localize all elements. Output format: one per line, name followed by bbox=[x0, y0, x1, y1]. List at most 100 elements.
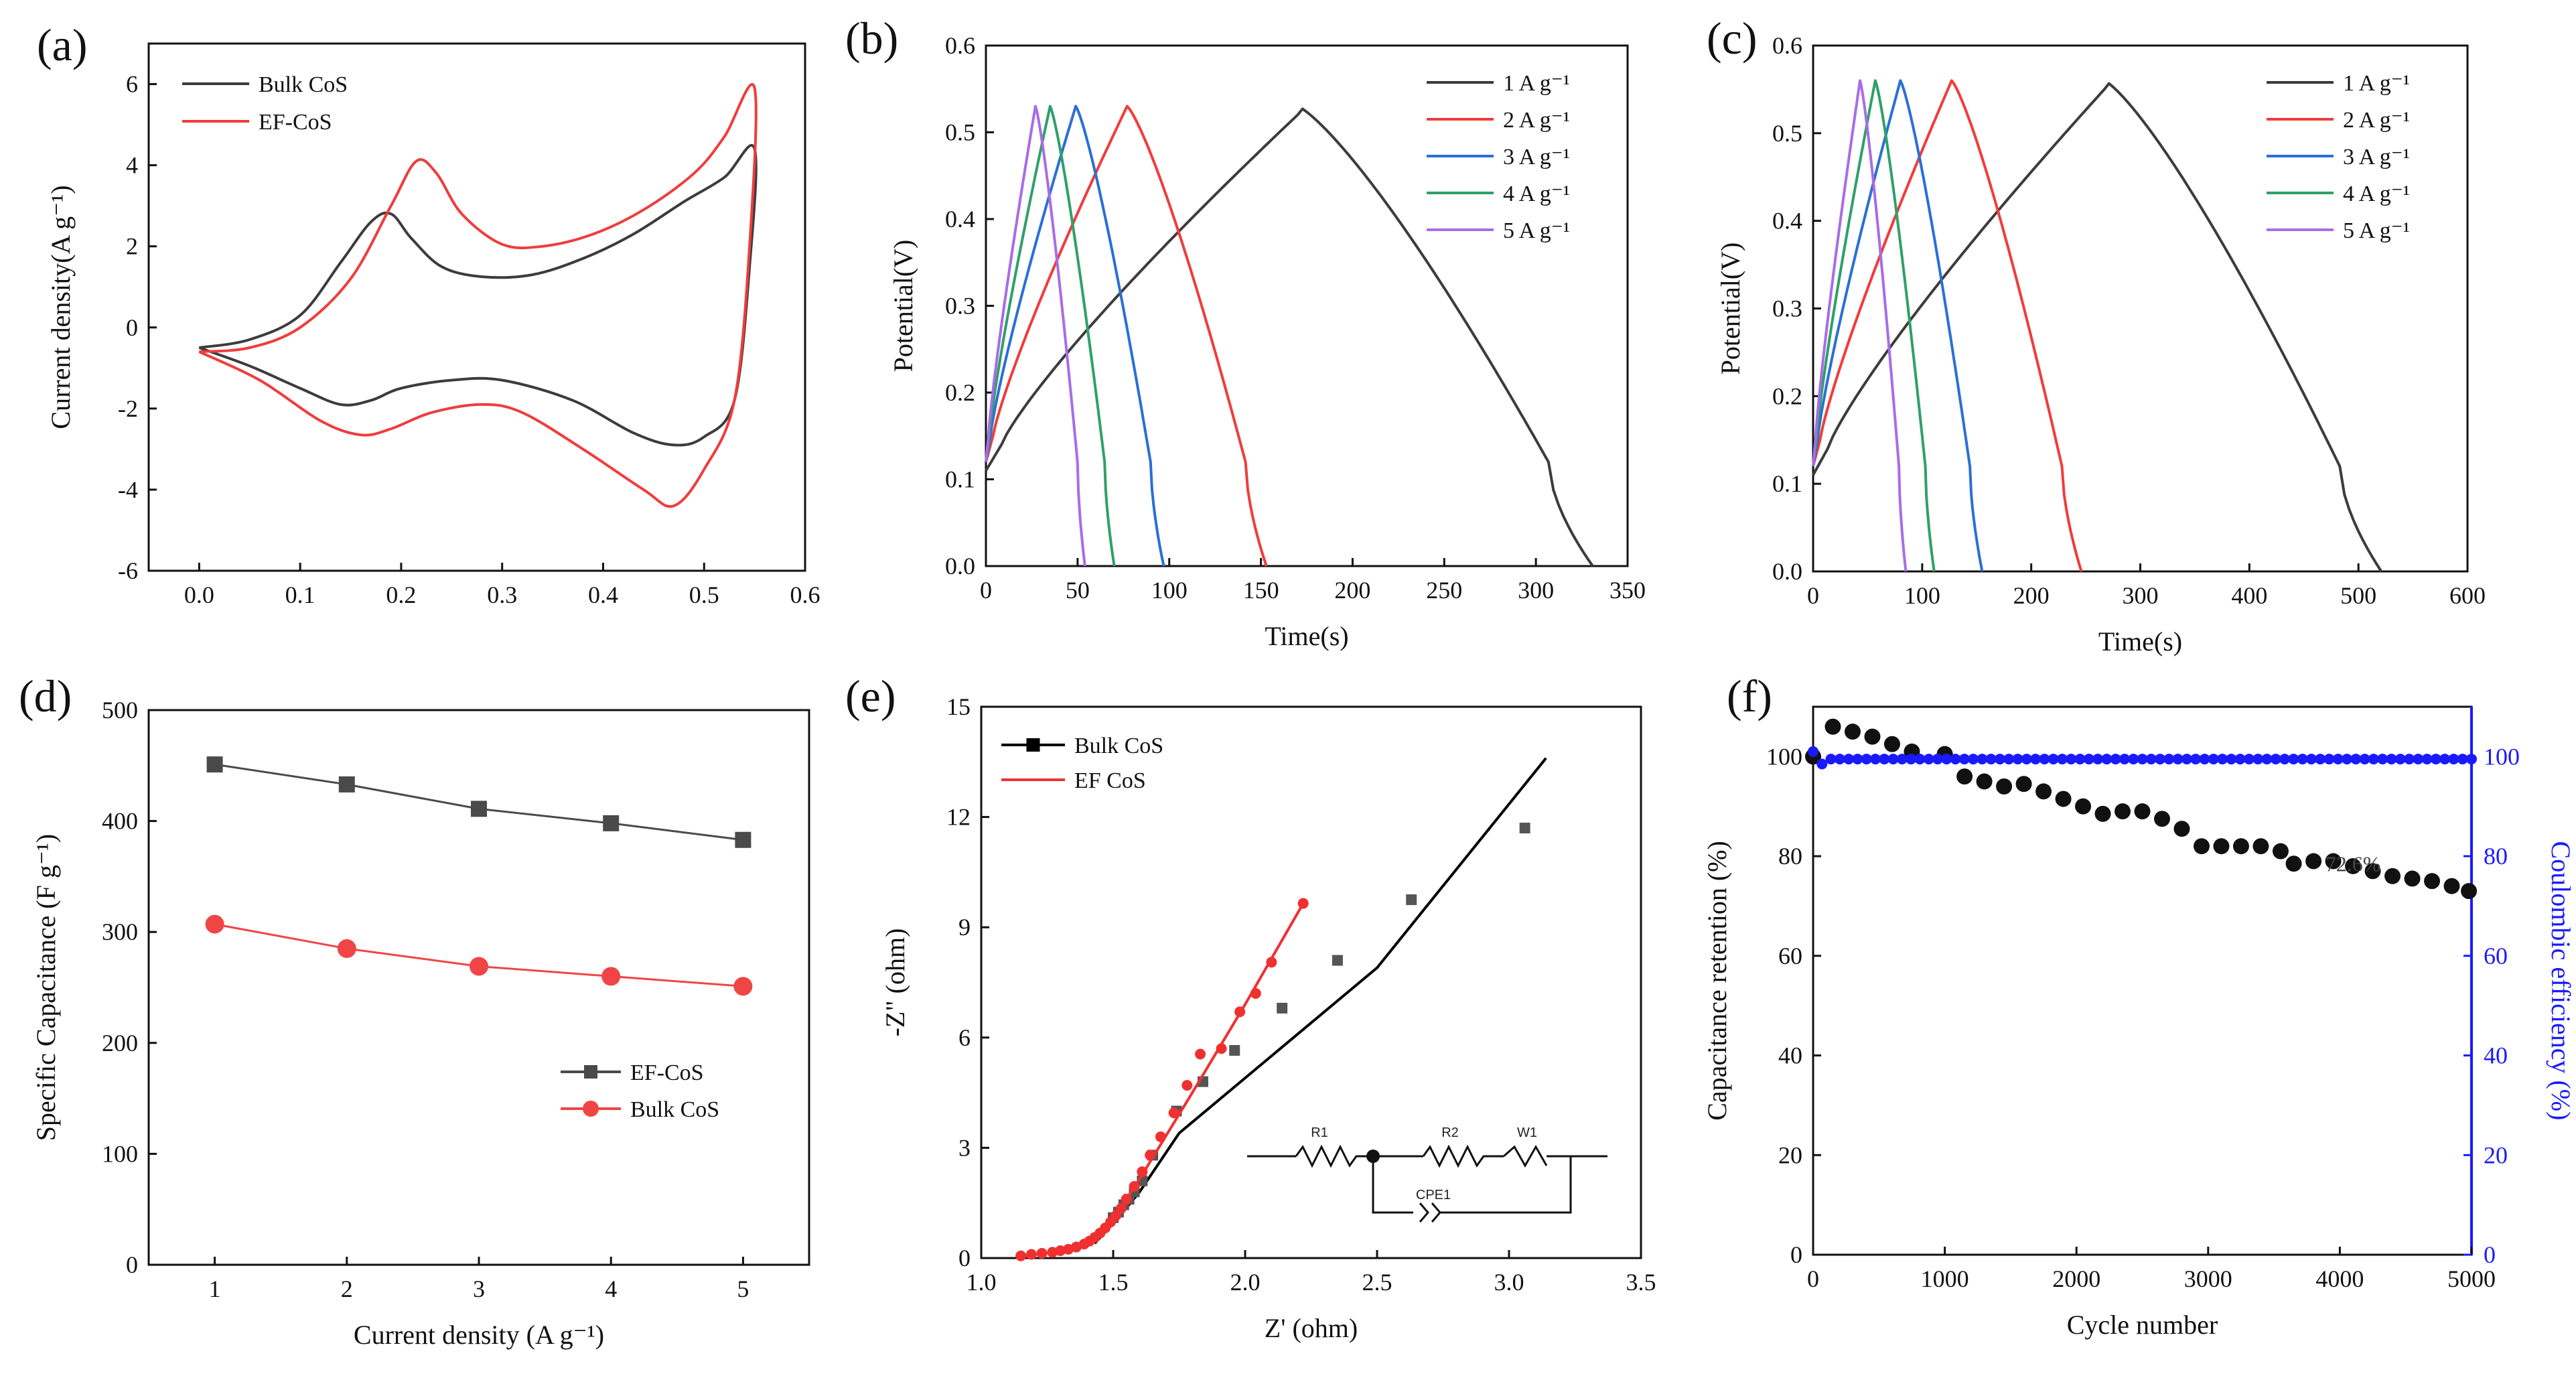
retention-point bbox=[1844, 723, 1861, 740]
coulombic-point bbox=[2101, 754, 2113, 765]
gcd-curve bbox=[1812, 79, 1936, 572]
coulombic-point bbox=[2404, 754, 2415, 765]
capacitance-point-square bbox=[338, 776, 355, 792]
y-tick-label: 4 bbox=[126, 152, 138, 179]
w1-warburg bbox=[1503, 1144, 1607, 1168]
panel-f: 0 1000 2000 3000 4000 5000020406080100(f)Cycl… bbox=[1702, 671, 2576, 1340]
nyquist-point-circle bbox=[1015, 1250, 1027, 1261]
x-tick-label: 0.1 bbox=[285, 581, 315, 608]
retention-point bbox=[2193, 838, 2210, 855]
legend-label: EF-CoS bbox=[630, 1060, 704, 1085]
retention-point bbox=[2345, 857, 2362, 874]
x-tick-label: 0.0 bbox=[184, 581, 214, 608]
x-tick-label: 100 bbox=[1904, 582, 1940, 609]
coulombic-point bbox=[2297, 754, 2308, 765]
circuit-label: R1 bbox=[1311, 1125, 1328, 1140]
plot-frame bbox=[980, 705, 1642, 1259]
panel-label: (d) bbox=[19, 671, 72, 721]
legend-label: 3 A g⁻¹ bbox=[2343, 145, 2410, 169]
r2-resistor bbox=[1373, 1144, 1504, 1168]
coulombic-point bbox=[2394, 754, 2406, 765]
nyquist-point-circle bbox=[1234, 1006, 1246, 1018]
coulombic-point bbox=[1932, 754, 1943, 765]
y-tick-label: 0.4 bbox=[1772, 208, 1802, 234]
coulombic-point bbox=[2039, 754, 2050, 765]
coulombic-point bbox=[2279, 754, 2291, 765]
panel-label: (c) bbox=[1707, 13, 1757, 64]
retention-point bbox=[2461, 883, 2478, 900]
x-tick-label: 0.3 bbox=[487, 581, 517, 608]
x-axis-title: Cycle number bbox=[2067, 1310, 2218, 1340]
panel-e: 1.0 1.5 2.0 2.5 3.0 3.5 0 3 6 9 12 15 (e) Z' (ohm) -Z"… bbox=[845, 671, 1656, 1343]
x-tick-label: 1.0 bbox=[967, 1269, 997, 1296]
y2-tick-label: 20 bbox=[2484, 1142, 2508, 1168]
y-axis-title: Potential(V) bbox=[1715, 243, 1745, 375]
x-tick-label: 2000 bbox=[2052, 1265, 2100, 1292]
coulombic-point bbox=[2377, 754, 2388, 765]
y-tick-label: 200 bbox=[102, 1030, 138, 1056]
y-tick-label: 6 bbox=[958, 1024, 971, 1051]
y-tick-label: 0.5 bbox=[1772, 120, 1802, 147]
x-tick-label: 0.6 bbox=[790, 581, 820, 608]
legend-label: 2 A g⁻¹ bbox=[2343, 108, 2410, 133]
y-tick-label: 0.5 bbox=[945, 119, 975, 146]
x-tick-label: 350 bbox=[1609, 577, 1646, 604]
capacitance-point-square bbox=[735, 831, 752, 848]
coulombic-point bbox=[2439, 754, 2451, 765]
legend-label: 5 A g⁻¹ bbox=[1503, 218, 1570, 243]
retention-point bbox=[2075, 798, 2092, 815]
panel-d: 1 2 3 4 5 0 100 200 300 400 500 (d) Current density … bbox=[19, 671, 810, 1350]
y-tick-label: 0 bbox=[126, 1251, 138, 1278]
coulombic-point bbox=[2056, 754, 2068, 765]
y-tick-label: 500 bbox=[102, 697, 138, 723]
x-axis-title: Z' (ohm) bbox=[1265, 1313, 1358, 1343]
retention-point bbox=[1976, 773, 1993, 790]
retention-point bbox=[2232, 838, 2249, 855]
coulombic-point bbox=[2323, 754, 2335, 765]
y-tick-label: -2 bbox=[118, 395, 138, 422]
panel-c: 0 100 200 300 400 500 600 0.0 0.1 0.2 0.3 0.4 0.5 0.6… bbox=[1707, 13, 2486, 657]
capacitance-point-square bbox=[206, 756, 223, 773]
x-tick-label: 2.0 bbox=[1230, 1269, 1261, 1296]
retention-point bbox=[2424, 873, 2441, 890]
plot-frame bbox=[147, 42, 806, 572]
y-tick-label: 0.2 bbox=[1772, 383, 1802, 409]
x-tick-label: 500 bbox=[2340, 582, 2376, 609]
y-axis-title: Potential(V) bbox=[888, 240, 918, 372]
coulombic-point bbox=[2252, 754, 2264, 765]
retention-point bbox=[2134, 803, 2151, 820]
legend-label: 4 A g⁻¹ bbox=[1503, 182, 1570, 206]
y2-tick-label: 40 bbox=[2484, 1042, 2508, 1069]
coulombic-point bbox=[2350, 754, 2362, 765]
panel-label: (b) bbox=[845, 13, 898, 64]
x-axis-title: Time(s) bbox=[1265, 621, 1348, 651]
nyquist-fit-line bbox=[1020, 902, 1305, 1258]
legend-label: 4 A g⁻¹ bbox=[2343, 182, 2410, 206]
legend-marker bbox=[584, 1065, 597, 1079]
retention-point bbox=[2015, 776, 2032, 792]
retention-point bbox=[1956, 768, 1973, 785]
x-tick-label: 0.2 bbox=[386, 581, 416, 608]
retention-point bbox=[2384, 868, 2401, 884]
coulombic-point bbox=[1879, 754, 1890, 765]
y-tick-label: 20 bbox=[1778, 1142, 1802, 1168]
cv-curve-ef bbox=[198, 83, 758, 508]
coulombic-point bbox=[1843, 754, 1855, 765]
panel-b: 0 50 100 150 200 250 300 350 0.0 0.1 0.2 0.3 0.4 0.5 0… bbox=[845, 13, 1646, 651]
nyquist-point-circle bbox=[1137, 1166, 1148, 1178]
coulombic-point bbox=[1808, 746, 1818, 757]
y-tick-label: 3 bbox=[958, 1134, 971, 1161]
coulombic-point bbox=[1816, 758, 1828, 770]
nyquist-point-circle bbox=[1195, 1048, 1206, 1060]
y-tick-label: 40 bbox=[1778, 1042, 1802, 1069]
x-tick-label: 300 bbox=[1518, 577, 1554, 604]
y2-tick-label: 0 bbox=[2484, 1241, 2496, 1268]
legend-label: Bulk CoS bbox=[1074, 734, 1163, 758]
coulombic-point bbox=[1896, 754, 1908, 765]
legend-label: 1 A g⁻¹ bbox=[2343, 71, 2410, 96]
y-tick-label: 0.6 bbox=[945, 32, 975, 59]
x-tick-label: 3.0 bbox=[1494, 1269, 1524, 1296]
x-tick-label: 0 bbox=[1807, 582, 1819, 609]
legend-label: Bulk CoS bbox=[630, 1097, 719, 1122]
nyquist-point-circle bbox=[1266, 957, 1277, 968]
